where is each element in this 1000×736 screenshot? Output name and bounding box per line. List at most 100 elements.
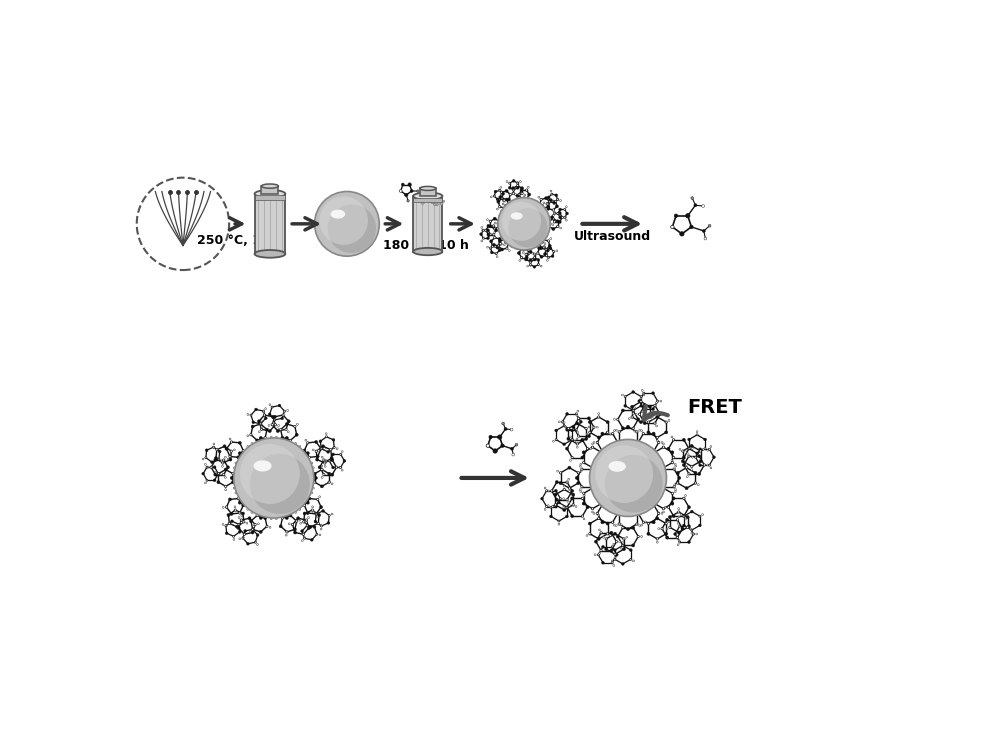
Circle shape xyxy=(672,497,675,500)
Circle shape xyxy=(552,218,554,220)
Circle shape xyxy=(652,392,654,394)
Bar xyxy=(255,195,285,200)
Circle shape xyxy=(320,447,322,450)
Circle shape xyxy=(279,525,282,528)
Circle shape xyxy=(606,533,609,535)
Circle shape xyxy=(568,487,571,489)
Circle shape xyxy=(611,450,614,453)
Circle shape xyxy=(656,517,659,520)
Circle shape xyxy=(311,509,313,512)
Circle shape xyxy=(702,230,705,233)
Circle shape xyxy=(576,443,578,445)
Circle shape xyxy=(538,203,541,206)
Circle shape xyxy=(671,461,673,464)
Circle shape xyxy=(581,515,584,517)
Circle shape xyxy=(325,460,327,461)
Circle shape xyxy=(561,421,563,423)
Circle shape xyxy=(566,428,568,431)
Circle shape xyxy=(544,252,546,255)
Circle shape xyxy=(683,524,685,527)
Circle shape xyxy=(242,450,244,452)
Circle shape xyxy=(303,537,305,538)
Circle shape xyxy=(542,236,545,238)
Circle shape xyxy=(585,437,588,440)
Circle shape xyxy=(280,498,281,500)
Circle shape xyxy=(615,429,617,431)
Circle shape xyxy=(641,536,642,537)
Circle shape xyxy=(301,530,303,532)
Circle shape xyxy=(585,428,587,430)
Circle shape xyxy=(507,232,510,235)
Circle shape xyxy=(311,462,313,464)
Circle shape xyxy=(694,204,697,207)
Text: 180 °C, 10 h: 180 °C, 10 h xyxy=(383,239,469,252)
Circle shape xyxy=(319,440,322,442)
Circle shape xyxy=(666,536,669,539)
Circle shape xyxy=(503,244,505,246)
Circle shape xyxy=(254,443,256,445)
Circle shape xyxy=(307,526,310,529)
Circle shape xyxy=(505,227,508,230)
Circle shape xyxy=(327,522,330,524)
Circle shape xyxy=(528,252,530,254)
Circle shape xyxy=(512,453,515,456)
Circle shape xyxy=(610,534,611,537)
Circle shape xyxy=(534,212,536,214)
Circle shape xyxy=(336,447,338,450)
Circle shape xyxy=(549,199,552,202)
Circle shape xyxy=(546,489,548,492)
Circle shape xyxy=(639,420,643,424)
Circle shape xyxy=(545,197,548,199)
Circle shape xyxy=(559,472,562,474)
Circle shape xyxy=(693,533,695,535)
Circle shape xyxy=(283,411,285,413)
Ellipse shape xyxy=(605,455,663,512)
Circle shape xyxy=(577,435,580,437)
Circle shape xyxy=(320,528,322,530)
Circle shape xyxy=(632,413,634,414)
Circle shape xyxy=(676,537,679,539)
Circle shape xyxy=(549,201,551,203)
Circle shape xyxy=(332,439,335,442)
Circle shape xyxy=(545,249,547,250)
Circle shape xyxy=(205,457,207,459)
Circle shape xyxy=(295,477,297,479)
Circle shape xyxy=(497,245,499,247)
Circle shape xyxy=(280,500,283,503)
Circle shape xyxy=(704,438,706,441)
Circle shape xyxy=(254,541,256,543)
Circle shape xyxy=(537,258,540,261)
Circle shape xyxy=(487,229,489,232)
Circle shape xyxy=(320,506,323,509)
Circle shape xyxy=(569,505,571,506)
Circle shape xyxy=(311,483,313,485)
Ellipse shape xyxy=(255,190,285,198)
Circle shape xyxy=(529,250,532,253)
Circle shape xyxy=(680,232,684,236)
Circle shape xyxy=(704,237,707,240)
Circle shape xyxy=(597,553,599,556)
Circle shape xyxy=(691,197,694,199)
Circle shape xyxy=(591,486,594,489)
Circle shape xyxy=(407,199,409,202)
Circle shape xyxy=(500,236,502,237)
Circle shape xyxy=(264,417,267,420)
Circle shape xyxy=(566,506,568,508)
Circle shape xyxy=(610,531,613,534)
Circle shape xyxy=(332,466,334,469)
Circle shape xyxy=(546,249,549,252)
Circle shape xyxy=(244,465,247,468)
Circle shape xyxy=(320,447,322,450)
Circle shape xyxy=(548,257,550,258)
Circle shape xyxy=(328,473,331,475)
Circle shape xyxy=(662,467,665,470)
Circle shape xyxy=(600,492,603,495)
Circle shape xyxy=(567,428,570,430)
Circle shape xyxy=(234,438,314,518)
Circle shape xyxy=(291,523,294,526)
Ellipse shape xyxy=(254,460,272,472)
Circle shape xyxy=(637,535,639,538)
Circle shape xyxy=(550,216,554,219)
Circle shape xyxy=(523,248,526,251)
Circle shape xyxy=(224,468,227,471)
